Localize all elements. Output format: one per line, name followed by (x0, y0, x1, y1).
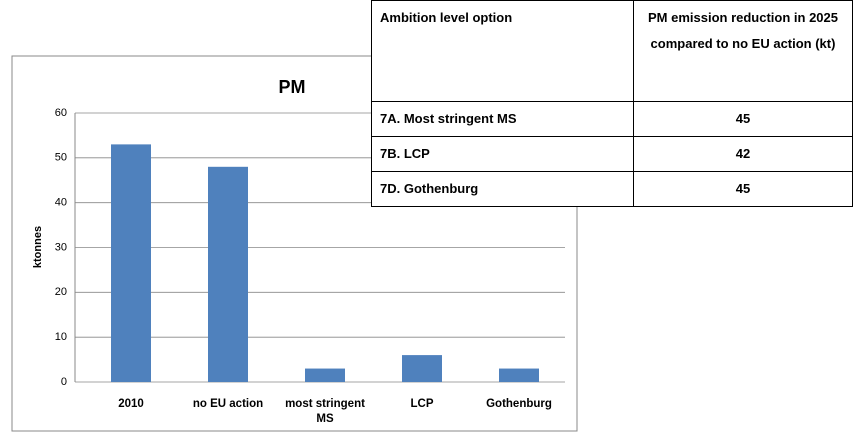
table-header: Ambition level option PM emission reduct… (371, 0, 853, 102)
cell: 45 (633, 101, 853, 137)
x-tick-label: LCP (410, 398, 434, 410)
bar (208, 166, 248, 382)
header-cell: PM emission reduction in 2025 compared t… (633, 0, 853, 102)
x-tick-label: Gothenburg (486, 398, 552, 410)
header-cell: Ambition level option (371, 0, 634, 102)
cell: 45 (633, 171, 853, 207)
y-tick-label: 60 (55, 107, 67, 119)
x-tick-label: 2010 (118, 398, 144, 410)
table-row: 7B. LCP 42 (371, 136, 853, 172)
y-tick-label: 30 (55, 241, 67, 253)
x-tick-label: most stringent MS (285, 398, 365, 425)
y-tick-label: 40 (55, 197, 67, 209)
y-tick-label: 0 (61, 376, 67, 388)
cell: 7D. Gothenburg (371, 171, 634, 207)
bar (499, 368, 539, 382)
bar (402, 355, 442, 382)
y-tick-label: 50 (55, 152, 67, 164)
table: Ambition level option PM emission reduct… (371, 0, 853, 207)
table-row: 7A. Most stringent MS 45 (371, 101, 853, 137)
y-tick-label: 20 (55, 286, 67, 298)
x-tick-label: no EU action (192, 398, 264, 410)
y-tick-label: 10 (55, 331, 67, 343)
table-row: 7D. Gothenburg 45 (371, 171, 853, 207)
bar (111, 144, 151, 382)
chart-title: PM (279, 77, 306, 97)
cell: 42 (633, 136, 853, 172)
bar (305, 368, 345, 382)
cell: 7A. Most stringent MS (371, 101, 634, 137)
cell: 7B. LCP (371, 136, 634, 172)
y-axis-label: ktonnes (32, 226, 44, 268)
